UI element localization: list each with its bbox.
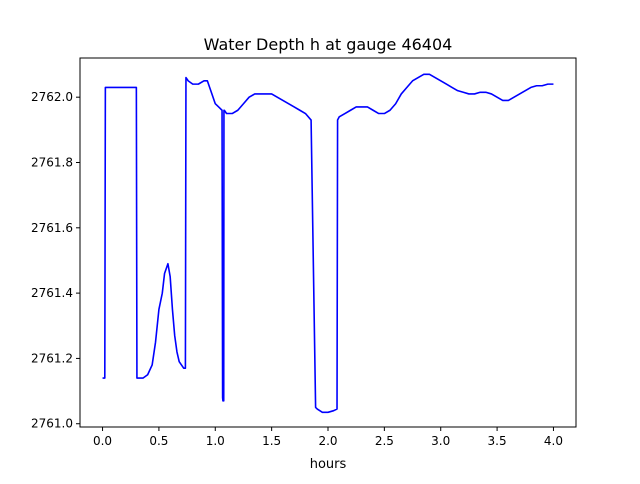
x-tick-label: 1.0: [206, 434, 225, 448]
y-tick-label: 2761.0: [31, 417, 73, 431]
y-tick-label: 2761.2: [31, 351, 73, 365]
y-tick-label: 2761.4: [31, 286, 73, 300]
y-axis: 2761.0 2761.2 2761.4 2761.6 2761.8 2762.0: [31, 90, 80, 431]
x-tick-label: 0.5: [149, 434, 168, 448]
y-tick-label: 2761.6: [31, 221, 73, 235]
y-tick-label: 2761.8: [31, 155, 73, 169]
series-layer: [102, 73, 554, 414]
y-tick-label: 2762.0: [31, 90, 73, 104]
x-axis: 0.0 0.5 1.0 1.5 2.0 2.5 3.0 3.5 4.0: [93, 427, 563, 448]
series-line: [102, 73, 554, 414]
x-tick-label: 3.0: [431, 434, 450, 448]
chart-title: Water Depth h at gauge 46404: [204, 35, 453, 54]
x-tick-label: 3.5: [488, 434, 507, 448]
x-tick-label: 1.5: [262, 434, 281, 448]
x-tick-label: 4.0: [544, 434, 563, 448]
x-tick-label: 2.0: [318, 434, 337, 448]
x-tick-label: 0.0: [93, 434, 112, 448]
x-axis-label: hours: [310, 457, 347, 472]
x-tick-label: 2.5: [375, 434, 394, 448]
